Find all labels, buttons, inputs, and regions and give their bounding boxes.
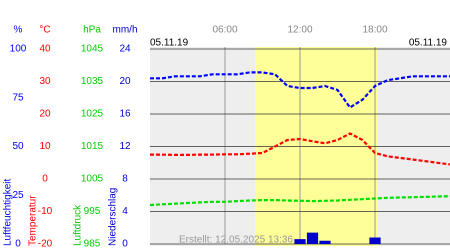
axis-unit: mm/h bbox=[113, 25, 138, 36]
precip-bar bbox=[294, 239, 306, 244]
annotation: Erstellt: 12.05.2025 13:36 bbox=[179, 235, 293, 246]
y-tick-label: 8 bbox=[122, 174, 128, 185]
y-tick-label: 1015 bbox=[81, 141, 104, 152]
axis-label: Luftdruck bbox=[73, 204, 84, 246]
y-tick-label: -20 bbox=[38, 239, 53, 250]
y-tick-label: 30 bbox=[39, 76, 51, 87]
data-line bbox=[150, 71, 450, 109]
precip-bar bbox=[319, 240, 331, 244]
axis-label: Temperatur bbox=[28, 195, 39, 246]
y-tick-label: 1025 bbox=[81, 109, 104, 120]
axis-label: Luftfeuchtigkeit bbox=[3, 179, 14, 246]
y-tick-label: -10 bbox=[38, 206, 53, 217]
date-right: 05.11.19 bbox=[409, 38, 448, 49]
precip-bar bbox=[369, 237, 381, 244]
data-line bbox=[150, 132, 450, 166]
y-tick-label: 0 bbox=[42, 174, 48, 185]
y-tick-label: 12 bbox=[119, 141, 131, 152]
y-tick-label: 1045 bbox=[81, 44, 104, 55]
data-line bbox=[149, 195, 450, 207]
axis-unit: °C bbox=[39, 25, 50, 36]
y-tick-label: 4 bbox=[122, 206, 128, 217]
axis-unit: % bbox=[14, 25, 23, 36]
y-tick-label: 50 bbox=[12, 141, 24, 152]
axis-unit: hPa bbox=[83, 25, 101, 36]
y-tick-label: 20 bbox=[39, 109, 51, 120]
date-left: 05.11.19 bbox=[150, 38, 189, 49]
y-tick-label: 75 bbox=[12, 92, 24, 103]
y-tick-label: 0 bbox=[122, 239, 128, 250]
y-tick-label: 1005 bbox=[81, 174, 104, 185]
axis-label: Niederschlag bbox=[108, 188, 119, 246]
x-tick-label: 12:00 bbox=[287, 25, 312, 36]
y-tick-label: 20 bbox=[119, 76, 131, 87]
y-tick-label: 985 bbox=[84, 239, 101, 250]
y-tick-label: 40 bbox=[39, 44, 51, 55]
y-tick-label: 25 bbox=[12, 190, 24, 201]
y-tick-label: 16 bbox=[119, 109, 131, 120]
precip-bar bbox=[306, 232, 319, 244]
y-tick-label: 995 bbox=[84, 206, 101, 217]
x-tick-label: 18:00 bbox=[362, 25, 387, 36]
y-tick-label: 10 bbox=[39, 141, 51, 152]
y-tick-label: 100 bbox=[10, 44, 27, 55]
y-tick-label: 1035 bbox=[81, 76, 104, 87]
y-tick-label: 0 bbox=[15, 239, 21, 250]
y-tick-label: 24 bbox=[119, 44, 131, 55]
x-tick-label: 06:00 bbox=[212, 25, 237, 36]
